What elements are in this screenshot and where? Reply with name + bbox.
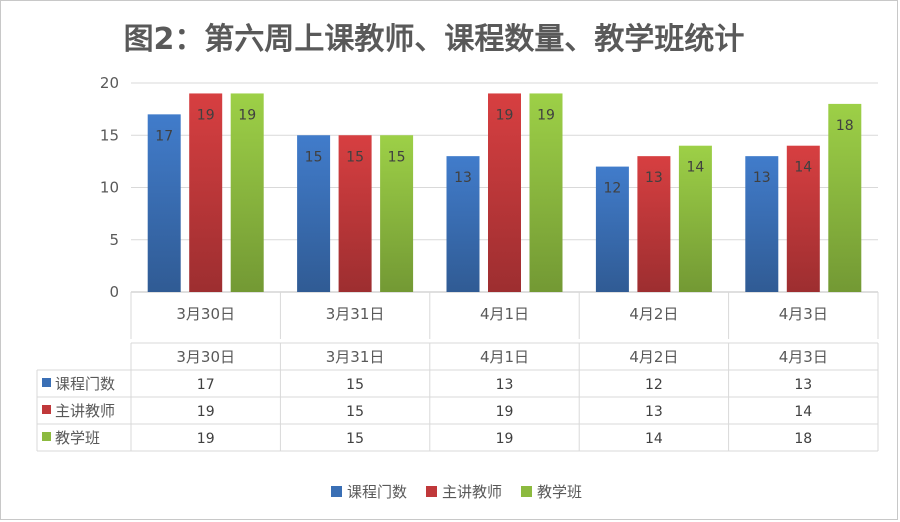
data-label: 19 (496, 107, 514, 123)
table-cell: 13 (645, 404, 663, 420)
table-cell: 15 (346, 404, 364, 420)
table-cell: 15 (346, 431, 364, 447)
legend: 课程门数 主讲教师 教学班 (331, 483, 582, 501)
legend-label: 教学班 (537, 483, 582, 501)
bar (230, 93, 264, 292)
table-header-cell: 4月3日 (779, 348, 828, 366)
bar (786, 145, 820, 292)
y-tick-label: 20 (100, 74, 119, 92)
table-header-cell: 3月30日 (176, 348, 235, 366)
bar (147, 114, 181, 292)
data-label: 13 (753, 170, 771, 186)
bar (297, 135, 331, 292)
data-label: 19 (537, 107, 555, 123)
table-cell: 13 (794, 377, 812, 393)
x-tick-label: 4月1日 (480, 305, 529, 323)
data-label: 13 (454, 170, 472, 186)
data-label: 13 (645, 170, 663, 186)
table-cell: 17 (197, 377, 215, 393)
table-row-label: 主讲教师 (55, 402, 115, 420)
table-cell: 19 (197, 431, 215, 447)
table-cell: 15 (346, 377, 364, 393)
bar (189, 93, 223, 292)
y-tick-label: 10 (100, 179, 119, 197)
table-legend-key (42, 378, 51, 387)
data-label: 19 (238, 107, 256, 123)
data-label: 15 (346, 149, 364, 165)
x-tick-label: 3月30日 (176, 305, 235, 323)
table-header-cell: 3月31日 (326, 348, 385, 366)
data-label: 15 (388, 149, 406, 165)
bars (147, 93, 862, 293)
y-tick-label: 15 (100, 126, 119, 144)
table-row-label: 教学班 (55, 429, 100, 447)
table-cell: 19 (197, 404, 215, 420)
data-label: 19 (197, 107, 215, 123)
bar (595, 166, 629, 292)
table-cell: 19 (496, 431, 514, 447)
data-label: 18 (836, 118, 854, 134)
bar (488, 93, 521, 292)
table-cell: 14 (794, 404, 812, 420)
bar (828, 103, 862, 293)
x-tick-label: 4月2日 (629, 305, 678, 323)
x-tick-label: 4月3日 (779, 305, 828, 323)
table-row-label: 课程门数 (55, 375, 115, 393)
table-cell: 13 (496, 377, 514, 393)
table-header-cell: 4月1日 (480, 348, 529, 366)
table-cell: 18 (794, 431, 812, 447)
chart-title: 图2：第六周上课教师、课程数量、教学班统计 (124, 22, 745, 57)
table-cell: 19 (496, 404, 514, 420)
legend-swatch (521, 486, 532, 497)
data-label: 14 (794, 160, 812, 176)
bar (745, 156, 779, 292)
table-cell: 14 (645, 431, 663, 447)
legend-label: 主讲教师 (442, 483, 502, 501)
y-tick-label: 0 (109, 283, 119, 301)
table-legend-key (42, 432, 51, 441)
x-axis-categories: 3月30日 3月31日 4月1日 4月2日 4月3日 (130, 292, 879, 339)
x-tick-label: 3月31日 (326, 305, 385, 323)
table-cell: 12 (645, 377, 663, 393)
legend-swatch (426, 486, 437, 497)
bar (678, 145, 712, 292)
data-label: 15 (305, 149, 323, 165)
bar (380, 135, 414, 292)
data-label: 12 (603, 181, 621, 197)
y-tick-label: 5 (109, 231, 119, 249)
table-header-cell: 4月2日 (629, 348, 678, 366)
legend-label: 课程门数 (347, 483, 407, 501)
bar (529, 93, 563, 292)
y-axis-ticks: 0 5 10 15 20 (100, 74, 119, 301)
data-label: 14 (686, 160, 704, 176)
bar (637, 156, 671, 292)
data-labels: 17 19 19 15 15 15 13 19 19 12 13 14 13 14 18 (155, 107, 853, 196)
table-legend-key (42, 405, 51, 414)
bar (338, 135, 372, 292)
legend-swatch (331, 486, 342, 497)
data-label: 17 (155, 128, 173, 144)
bar (446, 156, 480, 292)
